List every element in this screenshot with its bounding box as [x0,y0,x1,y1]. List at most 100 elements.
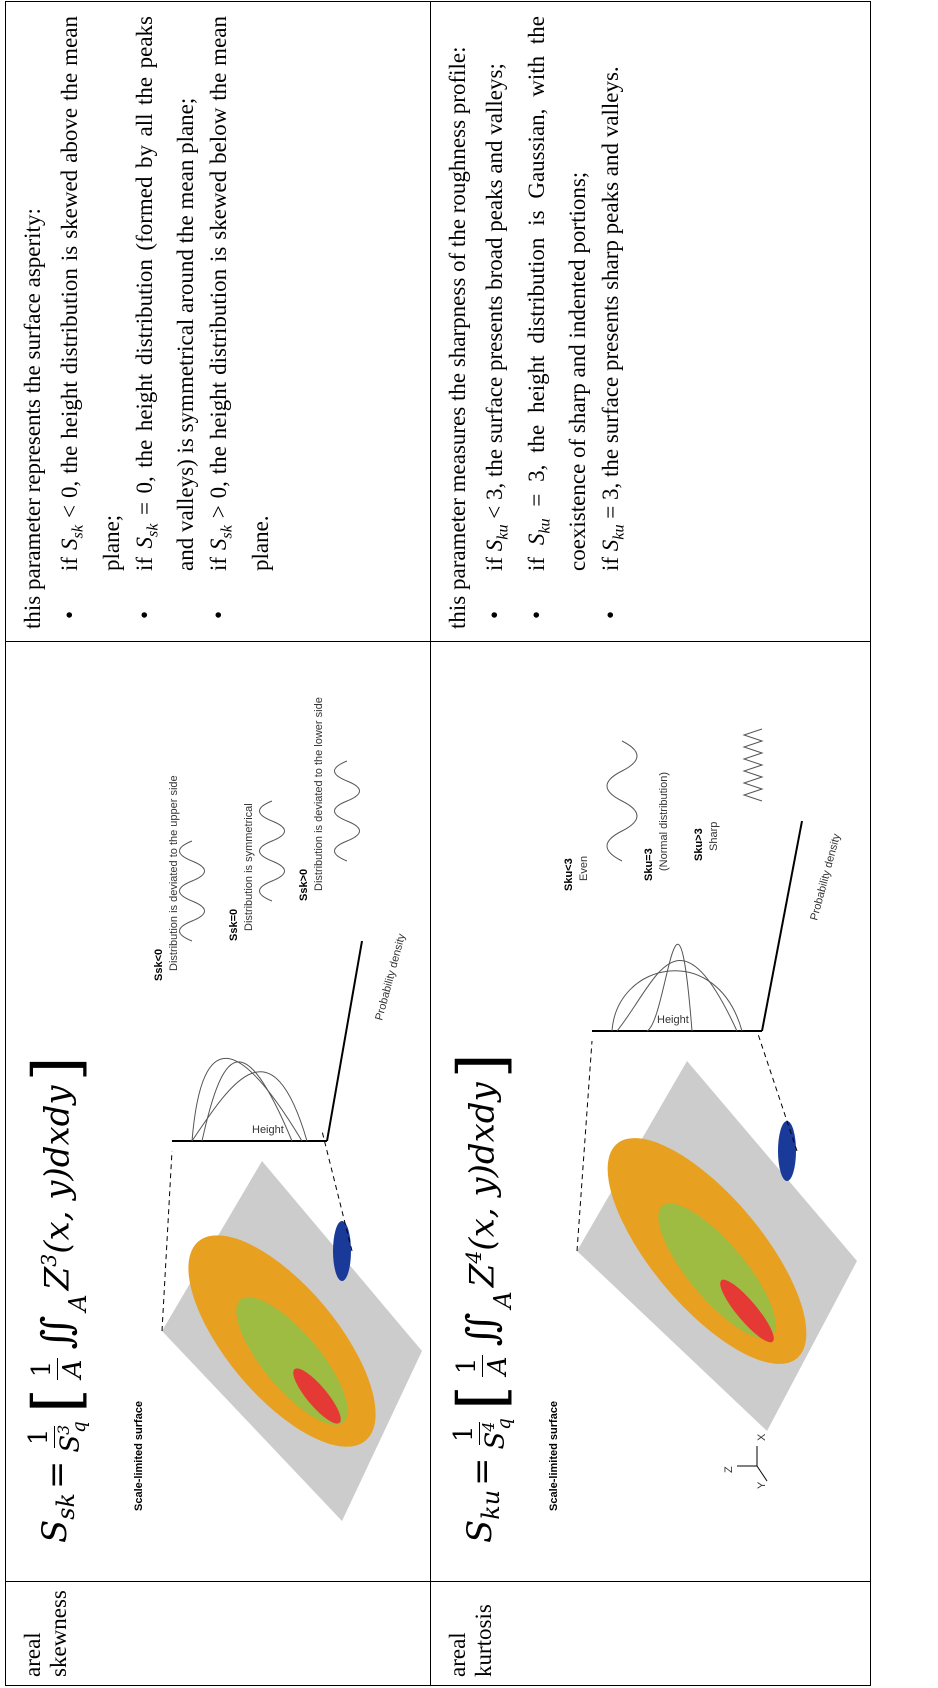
bullet-prefix: if [482,551,507,571]
subscript: sk [218,525,236,539]
figure-tag: Sku=3 [643,848,655,881]
axis-letter: Y [756,1481,768,1489]
integrand: Z4(x, y)dxdy [462,1082,502,1287]
profile-wave [259,800,285,902]
density-axis [326,940,363,1142]
variable: S [523,533,549,546]
figure-label: Distribution is deviated to the lower si… [313,697,325,891]
figure-tag: Ssk>0 [298,869,310,901]
bullet-prefix: if [57,549,82,571]
integrand-tail: (x, y)dxdy [37,1085,78,1254]
subscript: ku [610,524,628,540]
figure-tag: Sku>3 [693,828,705,861]
variable: S [598,539,624,552]
axis-letter: X [756,1433,768,1441]
fraction: 1 S4q [449,1418,515,1449]
axis-label: Height [252,1124,284,1136]
bullet: if Ssk < 0, the height distribution is s… [53,16,128,629]
distribution-curve [646,943,693,1032]
integrand-tail: (x, y)dxdy [462,1082,503,1251]
profile-wave [606,740,638,862]
symbol: S [55,1434,86,1453]
profile-wave [742,728,764,802]
bracket: [ [445,1385,519,1411]
numerator: 1 [449,1422,481,1446]
distribution-curve [201,1061,293,1142]
variable: S [131,536,157,549]
bullet: if Ssk = 0, the height distribution (for… [128,16,203,629]
projection-line [161,1150,173,1332]
bullet-text: = 0, the height distribution (formed by … [131,16,199,571]
denominator: S4q [480,1418,515,1449]
profile-wave [334,760,360,862]
subscript: sk [69,525,87,539]
numerator: 1 [451,1354,483,1378]
figure-label: Distribution is symmetrical [243,803,255,931]
bullet-prefix: if [206,550,232,571]
bullet-list: if Ssk < 0, the height distribution is s… [53,16,277,629]
bullet: if Sku < 3, the surface presents broad p… [478,16,520,629]
bullet-text: < 0, the height distribution is skewed a… [57,16,124,571]
formula-symbol: Ssk [35,1493,80,1543]
projection-line [321,1130,353,1252]
description-intro: this parameter represents the surface as… [20,208,45,629]
description-cell: this parameter represents the surface as… [5,1,431,642]
axis-label: Probability density [808,832,843,922]
projection-line [756,1030,798,1152]
parameter-name: areal kurtosis [445,1604,496,1677]
denominator: A [482,1356,513,1376]
bullet-prefix: if [598,551,624,571]
numerator: 1 [26,1357,58,1381]
integral: ∬ [459,1312,505,1347]
variable: S [57,538,82,550]
figure-label: (Normal distribution) [658,772,670,871]
symbol: Z [37,1266,78,1291]
figure-label: Scale-limited surface [548,1401,560,1511]
name-cell: areal skewness [5,1581,431,1686]
equals: = [462,1457,502,1486]
parameter-name: areal skewness [20,1590,71,1677]
subscript: q [68,1421,90,1433]
surface-valley [778,1121,796,1181]
integral-domain: A [64,1294,92,1312]
distribution-curve [191,1071,308,1142]
bracket: [ [20,1388,94,1414]
name-cell: areal kurtosis [430,1581,871,1686]
surface-valley [333,1221,351,1281]
figure-label: Sharp [708,822,720,851]
bracket: ] [445,1053,519,1079]
symbol: Z [462,1263,503,1288]
bullet-text: = 3, the height distribution is Gaussian… [523,16,591,571]
bullet-text: < 3, the surface presents broad peaks an… [482,63,507,525]
figure-label: Distribution is deviated to the upper si… [168,775,180,971]
formula-symbol: Sku [460,1490,505,1543]
figure-label: Even [578,856,590,881]
description-intro: this parameter measures the sharpness of… [445,46,470,630]
profile-wave [179,840,205,942]
numerator: 1 [24,1425,56,1449]
denominator: S3q [55,1421,90,1452]
subscript: q [493,1418,515,1430]
integral: ∬ [34,1315,80,1350]
integral-domain: A [489,1291,517,1309]
bullet-text: > 0, the height distribution is skewed b… [206,16,273,571]
symbol: S [480,1431,511,1450]
description-cell: this parameter measures the sharpness of… [430,1,871,642]
surface-peak [293,1368,341,1424]
surface-peak [720,1279,774,1343]
superscript: 4 [461,1250,486,1264]
bullet-prefix: if [523,545,549,571]
subscript: ku [476,1489,505,1520]
axis-gizmo [737,1446,768,1482]
equals: = [37,1460,77,1490]
skewness-figure: Scale-limited surface Height Probability… [133,697,422,1521]
distribution-curve [191,1057,303,1142]
projection-line [576,1040,593,1252]
bracket: ] [20,1056,94,1082]
